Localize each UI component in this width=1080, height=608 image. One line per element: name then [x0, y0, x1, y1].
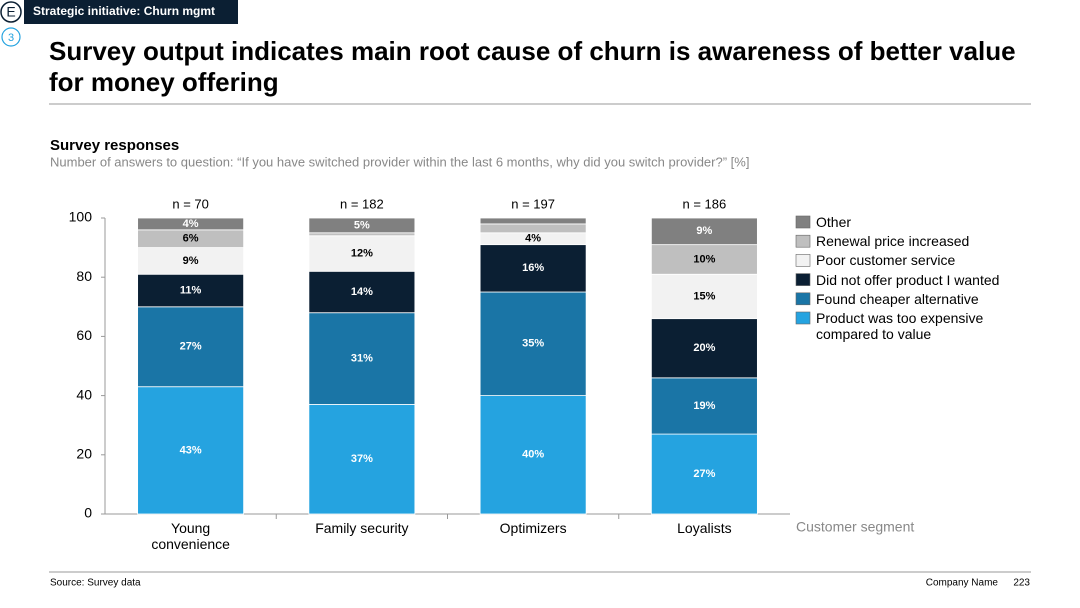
legend-label: Did not offer product I wanted — [816, 271, 1000, 288]
legend-label: Poor customer service — [816, 252, 956, 269]
value-label: 9% — [183, 255, 199, 267]
legend-label: Product was too expensive compared to va… — [816, 310, 984, 342]
x-tick-label: Family security — [315, 520, 409, 536]
y-tick-label: 0 — [84, 505, 92, 521]
value-label: 5% — [354, 219, 370, 231]
value-label: 27% — [180, 341, 202, 353]
bar-segment — [650, 217, 758, 246]
legend-swatch — [795, 292, 811, 306]
bar-segment — [650, 244, 758, 275]
source: Source: Survey data — [50, 578, 141, 589]
banner: Strategic initiative: Churn mgmt — [33, 4, 215, 18]
n-label: n = 70 — [172, 196, 209, 211]
legend-label: Other — [816, 214, 852, 230]
value-label: 40% — [522, 449, 544, 461]
value-label: 43% — [180, 444, 202, 456]
bar-segment — [137, 306, 245, 388]
bar-segment — [308, 312, 416, 405]
value-label: 31% — [351, 353, 373, 365]
y-tick-label: 100 — [69, 209, 93, 225]
y-tick-label: 40 — [76, 386, 92, 402]
x-tick-label: Loyalists — [677, 520, 732, 536]
x-axis-label: Customer segment — [796, 519, 914, 535]
bar-segment — [137, 386, 245, 515]
bar-segment — [137, 217, 245, 231]
step: 3 — [8, 32, 14, 44]
value-label: 19% — [693, 400, 715, 412]
legend-swatch — [795, 215, 811, 229]
y-tick-label: 20 — [76, 446, 92, 462]
value-label: 20% — [693, 342, 715, 354]
y-tick-label: 80 — [76, 268, 92, 284]
x-tick-label: Optimizers — [499, 520, 567, 536]
bar-segment — [650, 318, 758, 379]
chart-title: Survey responses — [50, 137, 179, 154]
legend-label: Found cheaper alternative — [816, 290, 979, 307]
value-label: 4% — [183, 218, 199, 230]
value-label: 11% — [180, 284, 202, 296]
bar-segment — [308, 270, 416, 314]
value-label: 35% — [522, 338, 544, 350]
value-label: 10% — [693, 253, 715, 265]
legend-swatch — [795, 311, 811, 325]
bar-segment — [308, 235, 416, 272]
legend-swatch — [795, 254, 811, 267]
n-label: n = 197 — [511, 196, 555, 211]
badge: E — [6, 4, 15, 20]
bar-segment — [479, 223, 587, 234]
legend-swatch — [795, 273, 811, 286]
bar-segment — [137, 247, 245, 275]
value-label: 37% — [351, 453, 373, 465]
badge-circle — [0, 1, 22, 23]
step-circle — [1, 27, 21, 47]
legend-swatch — [795, 234, 811, 248]
bar-segment — [308, 232, 416, 237]
bar-segment — [650, 273, 758, 320]
bar-segment — [650, 433, 758, 515]
value-label: 6% — [183, 233, 199, 245]
bar-segment — [479, 291, 587, 396]
banner-bg — [24, 0, 238, 24]
x-tick-label: Young convenience — [151, 520, 230, 552]
bar-segment — [308, 217, 416, 234]
chart-subtitle: Number of answers to question: “If you h… — [50, 154, 749, 169]
bar-segment — [479, 217, 587, 225]
y-tick-label: 60 — [76, 327, 92, 343]
value-label: 27% — [693, 468, 715, 480]
bar-segment — [137, 273, 245, 308]
company: Company Name — [926, 578, 999, 589]
page-number: 223 — [1013, 578, 1030, 589]
legend-label: Renewal price increased — [816, 233, 970, 250]
value-label: 9% — [696, 225, 712, 237]
value-label: 12% — [351, 247, 373, 259]
bar-segment — [479, 395, 587, 515]
slide-title: Survey output indicates main root cause … — [49, 36, 1016, 97]
n-label: n = 182 — [340, 196, 384, 211]
value-label: 14% — [351, 286, 373, 298]
value-label: 16% — [522, 262, 544, 274]
value-label: 4% — [525, 233, 541, 245]
n-label: n = 186 — [683, 196, 727, 211]
value-label: 15% — [693, 290, 715, 302]
